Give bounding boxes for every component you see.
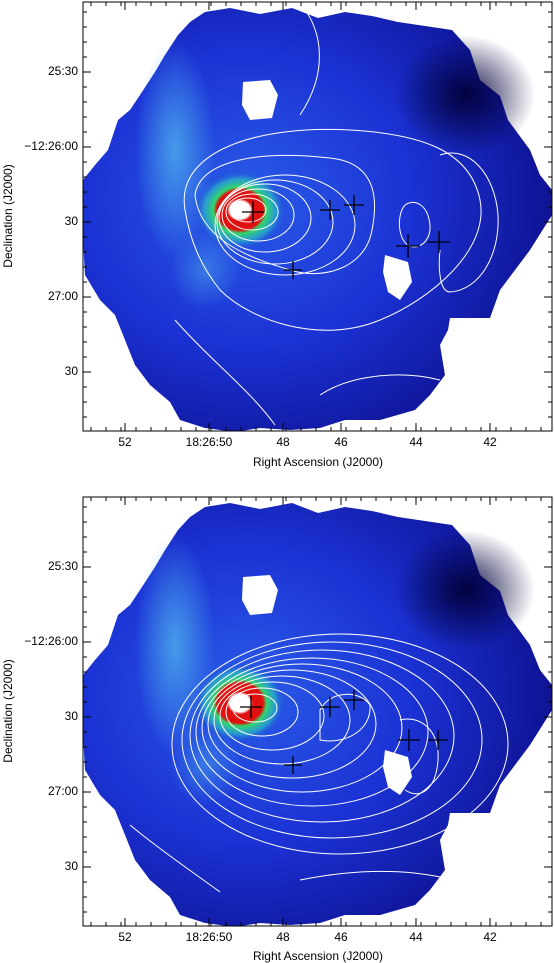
x-tick-label: 48 (276, 435, 290, 449)
x-tick-label: 18:26:50 (186, 435, 233, 449)
x-tick-label: 18:26:50 (186, 930, 233, 944)
source-markers-top (242, 195, 450, 279)
x-tick-labels-bottom: 52 18:26:50 48 46 44 42 (118, 930, 497, 944)
source-markers-bottom (240, 690, 448, 774)
contours-bottom (129, 633, 509, 893)
contours-top (174, 9, 499, 426)
x-tick-label: 42 (483, 930, 497, 944)
x-tick-label: 46 (334, 930, 348, 944)
x-tick-labels-top: 52 18:26:50 48 46 44 42 (118, 435, 497, 449)
x-tick-label: 48 (276, 930, 290, 944)
marker-plus (396, 234, 420, 258)
x-tick-label: 52 (118, 930, 132, 944)
marker-plus (284, 261, 302, 279)
y-tick-label: 27:00 (48, 289, 78, 303)
panel-top: 25:30 −12:26:00 30 27:00 30 52 18:26:50 … (1, 1, 553, 469)
marker-plus (344, 690, 364, 710)
marker-plus (320, 697, 340, 717)
x-tick-label: 44 (409, 435, 423, 449)
plot-frame-bottom (82, 496, 553, 927)
y-tick-label: −12:26:00 (24, 634, 78, 648)
y-tick-label: 30 (65, 214, 79, 228)
axis-ticks-top (83, 2, 552, 431)
marker-plus (398, 729, 420, 751)
y-tick-label: 25:30 (48, 559, 78, 573)
x-tick-label: 46 (334, 435, 348, 449)
x-axis-title-bottom: Right Ascension (J2000) (253, 949, 383, 963)
map-image-top (83, 8, 552, 431)
y-tick-label: 25:30 (48, 64, 78, 78)
marker-plus (428, 231, 450, 253)
plot-frame-top (82, 1, 553, 432)
x-axis-title-top: Right Ascension (J2000) (253, 455, 383, 469)
map-image-bottom (83, 503, 552, 926)
y-tick-labels-bottom: 25:30 −12:26:00 30 27:00 30 (24, 559, 78, 873)
x-tick-label: 52 (118, 435, 132, 449)
y-tick-label: 30 (65, 364, 79, 378)
y-tick-label: 30 (65, 859, 79, 873)
y-axis-title-top: Declination (J2000) (1, 164, 15, 267)
y-tick-label: 27:00 (48, 784, 78, 798)
y-tick-label: 30 (65, 709, 79, 723)
marker-plus (344, 195, 364, 215)
axis-ticks-bottom (83, 497, 552, 926)
y-axis-title-bottom: Declination (J2000) (1, 659, 15, 762)
marker-plus (240, 696, 262, 718)
y-tick-labels-top: 25:30 −12:26:00 30 27:00 30 (24, 64, 78, 378)
panel-bottom: 25:30 −12:26:00 30 27:00 30 52 18:26:50 … (1, 496, 553, 963)
marker-plus (320, 200, 340, 220)
marker-plus (242, 201, 264, 223)
marker-plus (284, 756, 302, 774)
y-tick-label: −12:26:00 (24, 139, 78, 153)
x-tick-label: 42 (483, 435, 497, 449)
x-tick-label: 44 (409, 930, 423, 944)
marker-plus (428, 730, 448, 750)
